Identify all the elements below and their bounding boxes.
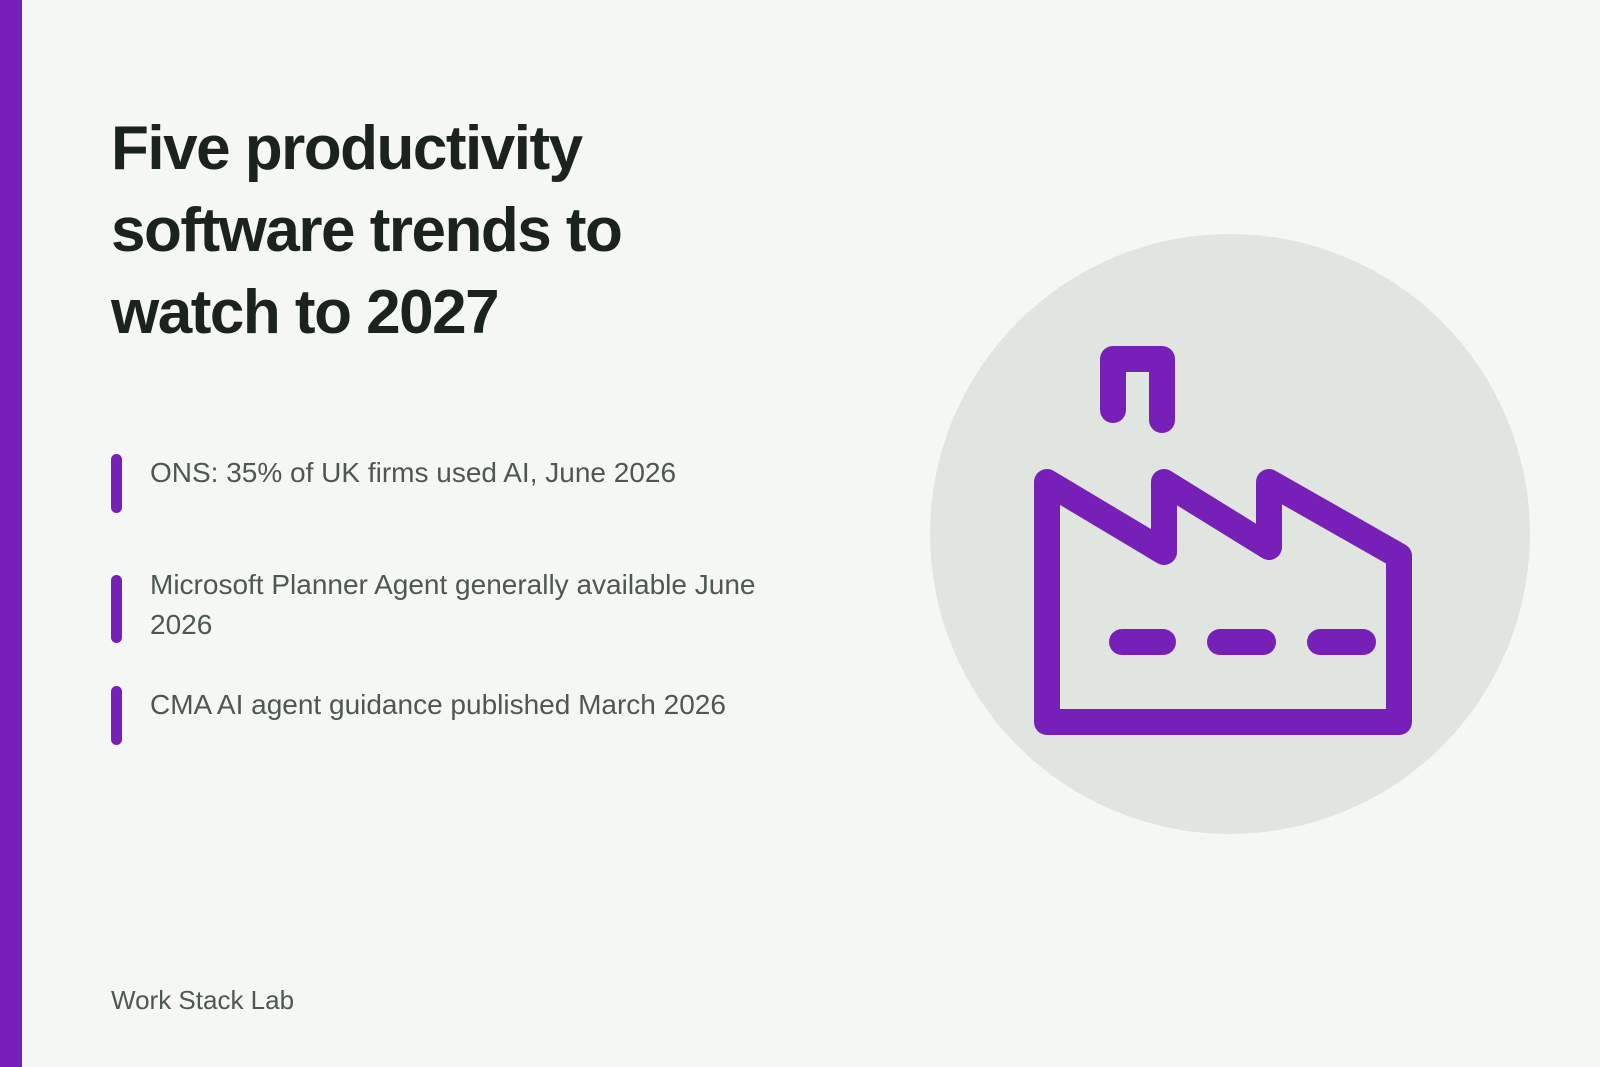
- factory-outline: [1034, 469, 1412, 735]
- factory-icon: [1034, 346, 1412, 735]
- fact-list: ONS: 35% of UK firms used AI, June 2026 …: [111, 453, 811, 745]
- chimney-shape: [1100, 346, 1175, 433]
- fact-item: Microsoft Planner Agent generally availa…: [111, 565, 811, 645]
- fact-item: ONS: 35% of UK firms used AI, June 2026: [111, 453, 811, 513]
- brand-footer: Work Stack Lab: [111, 985, 295, 1015]
- factory-illustration: [930, 234, 1530, 834]
- fact-item: CMA AI agent guidance published March 20…: [111, 685, 811, 745]
- page-title: Five productivity software trends to wat…: [111, 114, 623, 347]
- accent-bar: [0, 0, 22, 1067]
